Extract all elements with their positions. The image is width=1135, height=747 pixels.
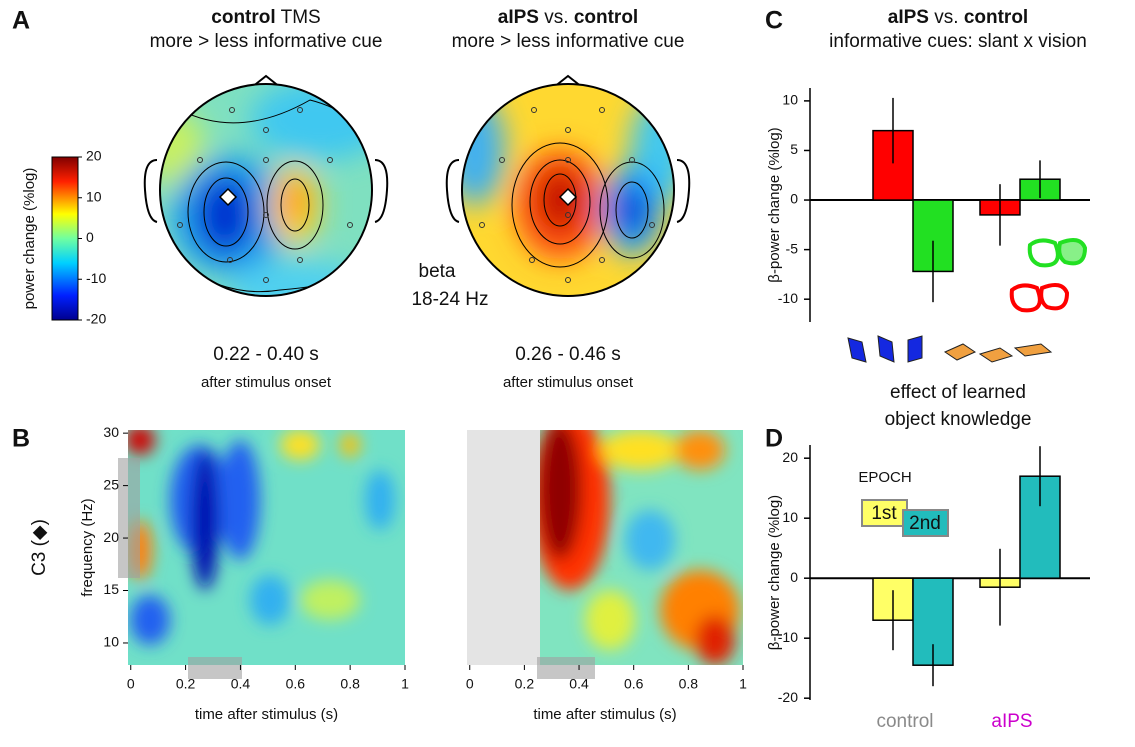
- legend-label: 1st: [871, 503, 897, 524]
- glasses-icons: [1009, 237, 1088, 313]
- topomap-subtitle: more > less informative cue: [150, 31, 383, 52]
- x-tick-label: 0.2: [176, 676, 196, 692]
- topomap-title: control TMS: [211, 7, 320, 28]
- x-tick-label: 0.4: [569, 676, 589, 692]
- y-tick-label: 0: [790, 191, 798, 207]
- time-window: 0.26 - 0.46 s: [515, 344, 621, 365]
- colorbar-label: power change (%log): [21, 168, 38, 310]
- heatmap-image: [467, 430, 743, 665]
- y-tick-label: -10: [778, 629, 798, 645]
- x-axis-label: time after stimulus (s): [195, 706, 338, 723]
- x-tick-label: 0.2: [515, 676, 535, 692]
- topomap-title: aIPS vs. control: [498, 7, 638, 28]
- topomap-image: [160, 84, 372, 296]
- legend-label: 2nd: [909, 513, 941, 534]
- panel-label: B: [12, 425, 30, 453]
- x-tick-label: 1: [401, 676, 409, 692]
- x-tick-label: 0: [127, 676, 135, 692]
- colorbar-tick-label: 20: [86, 148, 102, 164]
- head-outline: [461, 83, 675, 297]
- legend-title: EPOCH: [858, 469, 911, 486]
- y-tick-label: -10: [778, 290, 798, 306]
- y-axis-label: β-power change (%log): [766, 127, 783, 282]
- y-tick-label: 25: [103, 476, 119, 492]
- legend-swatch: [902, 509, 949, 537]
- x-tick-label: 0.8: [679, 676, 699, 692]
- y-tick-label: 10: [782, 92, 798, 108]
- category-label: aIPS: [991, 711, 1032, 732]
- electrodes: [177, 107, 655, 283]
- title-part: vs.: [934, 7, 958, 28]
- time-window-note: after stimulus onset: [503, 374, 634, 391]
- colorbar-tick-label: 0: [86, 229, 94, 245]
- window-highlight: [118, 458, 595, 679]
- x-tick-label: 0.6: [624, 676, 644, 692]
- topomap-subtitle: more > less informative cue: [452, 31, 685, 52]
- x-tick-label: 0.6: [286, 676, 306, 692]
- band-label: beta: [419, 261, 456, 282]
- x-tick-label: 1: [739, 676, 747, 692]
- colorbar-tick-label: 10: [86, 188, 102, 204]
- title-part: control: [964, 7, 1028, 28]
- y-tick-label: -5: [786, 240, 799, 256]
- y-tick-label: 5: [790, 141, 798, 157]
- annotation: object knowledge: [885, 409, 1032, 430]
- topomap: [143, 74, 691, 223]
- band-label: 18-24 Hz: [411, 289, 488, 310]
- y-tick-label: 0: [790, 569, 798, 585]
- time-window: 0.22 - 0.40 s: [213, 344, 319, 365]
- panel-label: C: [765, 7, 783, 35]
- panel-label: A: [12, 7, 30, 35]
- row-label: C3 (◆): [29, 519, 50, 576]
- y-tick-label: 20: [782, 449, 798, 465]
- chart-subtitle: informative cues: slant x vision: [829, 31, 1087, 52]
- x-tick-label: 0: [466, 676, 474, 692]
- time-window-note: after stimulus onset: [201, 374, 332, 391]
- y-tick-label: 10: [782, 509, 798, 525]
- y-tick-label: 20: [103, 529, 119, 545]
- y-axis-label: frequency (Hz): [79, 498, 96, 596]
- y-tick-label: -20: [778, 689, 798, 705]
- y-tick-label: 10: [103, 634, 119, 650]
- title-part: aIPS: [888, 7, 929, 28]
- x-tick-label: 0.4: [231, 676, 251, 692]
- y-tick-label: 15: [103, 581, 119, 597]
- colorbar-tick-label: -20: [86, 311, 106, 327]
- y-axis-label: β-power change (%log): [766, 495, 783, 650]
- slant-icons: [847, 335, 1053, 363]
- colorbar: [51, 156, 79, 321]
- c3-marker: [218, 187, 578, 207]
- head-outline: [159, 83, 373, 297]
- x-axis-label: time after stimulus (s): [533, 706, 676, 723]
- x-tick-label: 0.8: [340, 676, 360, 692]
- chart-title: aIPS vs. control: [888, 7, 1028, 28]
- annotation: effect of learned: [890, 382, 1026, 403]
- y-tick-label: 30: [103, 424, 119, 440]
- category-label: control: [876, 711, 933, 732]
- colorbar-tick-label: -10: [86, 270, 106, 286]
- panel-label: D: [765, 425, 783, 453]
- heatmap-image: [128, 430, 405, 665]
